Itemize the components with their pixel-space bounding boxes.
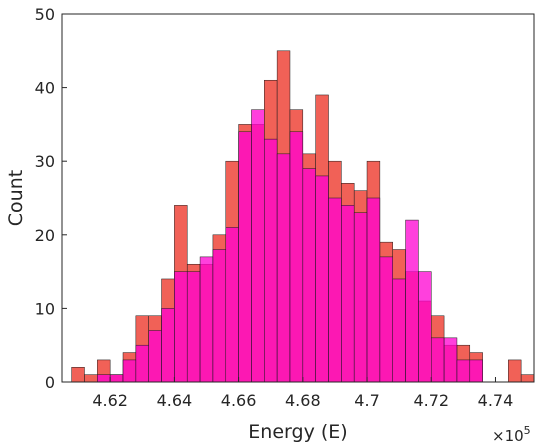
y-tick-label: 10 [35,299,55,318]
y-tick-label: 0 [45,373,55,392]
histogram-bar [225,227,239,383]
histogram-bar [289,131,304,383]
histogram-bar [379,256,393,383]
histogram-bar [456,359,471,383]
histogram-bar [84,374,98,383]
x-tick-label: 4.64 [157,391,193,410]
y-axis-label: Count [5,170,27,226]
histogram-bar [392,278,406,383]
x-tick-label: 4.72 [413,391,449,410]
histogram-bar [469,359,483,383]
histogram-bar [405,219,419,383]
x-exponent-base: ×10 [492,427,524,445]
plot-frame [61,13,535,383]
histogram-bar [431,337,445,383]
histogram-bar [122,359,137,383]
histogram-bar [443,337,458,383]
x-tick-label: 4.66 [221,391,257,410]
histogram-bar [520,374,535,383]
bars-layer [71,50,535,383]
histogram-bar [251,109,265,383]
y-tick-label: 50 [35,5,55,24]
histogram-bar [109,374,124,383]
histogram-bar [328,197,342,383]
histogram-bar [148,330,162,383]
histogram-bar [135,344,149,383]
histogram-bar [315,175,329,383]
histogram-bar [302,168,316,383]
x-exponent-power: 5 [524,424,531,437]
histogram-bar [353,212,368,383]
histogram-bar [341,205,355,383]
histogram-bar [199,256,214,383]
histogram-bar [276,153,291,383]
y-tick-label: 20 [35,226,55,245]
histogram-bar [238,131,252,383]
histogram-bar [71,367,85,383]
histogram-bar [212,249,227,383]
histogram-bar [97,374,111,383]
histogram-bar [161,308,175,383]
x-tick-label: 4.74 [478,391,514,410]
x-tick-label: 4.68 [285,391,321,410]
ticks-layer: 4.62 4.64 4.66 4.68 4.7 4.72 4.74 0 10 20 30 40 50 [35,5,514,410]
histogram-bar [366,197,381,383]
y-tick-label: 30 [35,152,55,171]
histogram-bar [264,138,278,383]
x-tick-label: 4.62 [92,391,128,410]
histogram-bar [174,271,188,383]
y-tick-label: 40 [35,79,55,98]
x-axis-label: Energy (E) [248,421,347,443]
histogram-bar [186,271,201,383]
x-exponent-label: ×105 [492,424,531,445]
histogram-bar [418,271,432,383]
x-tick-label: 4.7 [354,391,379,410]
histogram-bar [508,359,522,383]
